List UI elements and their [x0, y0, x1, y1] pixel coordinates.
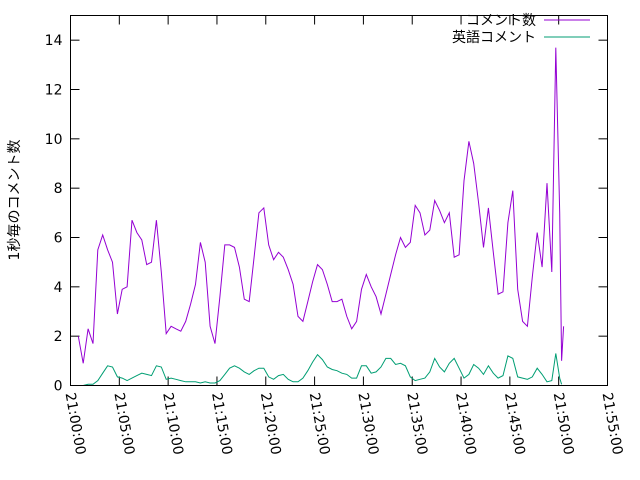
y-axis-label: 1秒毎のコメント数 [7, 140, 23, 261]
y-tick-label: 12 [45, 83, 63, 99]
y-tick-label: 6 [54, 231, 63, 247]
series-line-1 [78, 353, 563, 386]
legend-label-0: コメント数 [466, 13, 536, 29]
y-tick-label: 10 [45, 132, 63, 148]
series-lines [77, 47, 565, 386]
y-tick-label: 14 [45, 33, 63, 49]
legend-label-1: 英語コメント [452, 29, 536, 46]
y-tick-label: 4 [54, 280, 63, 296]
y-tick-label: 8 [54, 181, 63, 197]
plot-area-border [70, 15, 608, 386]
y-tick-label: 0 [54, 379, 63, 395]
y-tick-label: 2 [54, 329, 63, 345]
series-line-0 [77, 47, 565, 364]
